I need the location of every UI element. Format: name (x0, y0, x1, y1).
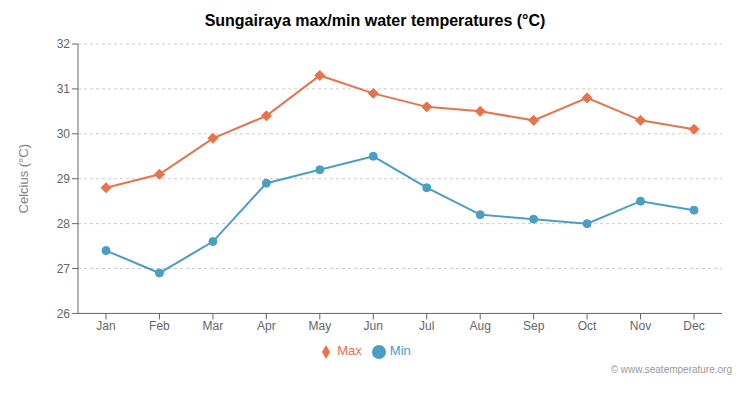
svg-text:Sep: Sep (523, 319, 545, 333)
svg-text:30: 30 (57, 127, 71, 141)
svg-text:26: 26 (57, 307, 71, 321)
svg-text:Jan: Jan (96, 319, 115, 333)
svg-text:28: 28 (57, 217, 71, 231)
svg-text:Mar: Mar (203, 319, 224, 333)
svg-text:May: May (308, 319, 331, 333)
svg-text:Apr: Apr (257, 319, 276, 333)
html-text:Min: Min (389, 343, 411, 359)
html-text:Max: Max (337, 343, 362, 359)
svg-text:Jun: Jun (364, 319, 383, 333)
svg-text:Aug: Aug (470, 319, 491, 333)
html-text:© www.seatemperature.org: © www.seatemperature.org (610, 364, 732, 375)
svg-text:Nov: Nov (630, 319, 651, 333)
svg-text:Dec: Dec (683, 319, 704, 333)
html-text:Sungairaya max/min water tempe: Sungairaya max/min water temperatures (°… (204, 12, 546, 29)
svg-text:27: 27 (57, 262, 71, 276)
svg-text:Oct: Oct (578, 319, 597, 333)
svg-text:Jul: Jul (419, 319, 434, 333)
svg-text:32: 32 (57, 37, 71, 51)
svg-text:31: 31 (57, 82, 71, 96)
svg-text:Celcius (°C): Celcius (°C) (16, 144, 31, 213)
svg-text:29: 29 (57, 172, 71, 186)
svg-text:Feb: Feb (149, 319, 170, 333)
